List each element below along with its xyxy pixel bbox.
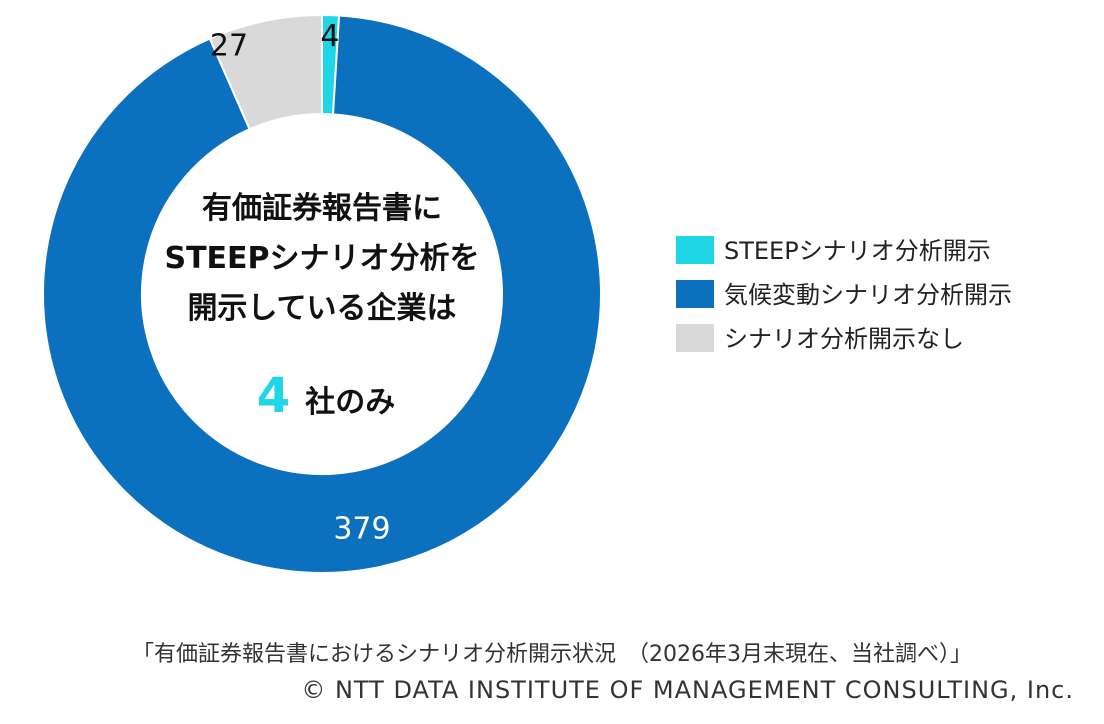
slice-labels: 4 379 27 (210, 19, 391, 546)
center-line-3: 開示している企業は (187, 291, 456, 326)
donut-slices (42, 13, 602, 574)
figure-caption: 「有価証券報告書におけるシナリオ分析開示状況 （2026年3月末現在、当社調べ）… (132, 642, 972, 667)
center-count-suffix: 社のみ (305, 385, 395, 420)
copyright-notice: © NTT DATA INSTITUTE OF MANAGEMENT CONSU… (301, 676, 1074, 704)
slice-label-1: 4 (320, 19, 339, 54)
center-count-line: 4 社のみ (257, 368, 396, 424)
slice-3 (208, 13, 323, 131)
legend-label-2: 気候変動シナリオ分析開示 (724, 281, 1012, 309)
legend-swatch-1 (676, 236, 714, 264)
center-text: 有価証券報告書に STEEPシナリオ分析を 開示している企業は 4 社のみ (164, 191, 479, 424)
center-line-1: 有価証券報告書に (202, 191, 442, 226)
legend-label-1: STEEPシナリオ分析開示 (724, 237, 991, 265)
legend-swatch-2 (676, 280, 714, 308)
center-count: 4 (257, 368, 290, 424)
legend-swatch-3 (676, 324, 714, 352)
center-line-2: STEEPシナリオ分析を (164, 241, 479, 276)
legend-label-3: シナリオ分析開示なし (724, 325, 964, 353)
slice-label-3: 27 (210, 29, 248, 64)
slice-label-2: 379 (333, 511, 390, 546)
slice-2 (42, 14, 602, 574)
